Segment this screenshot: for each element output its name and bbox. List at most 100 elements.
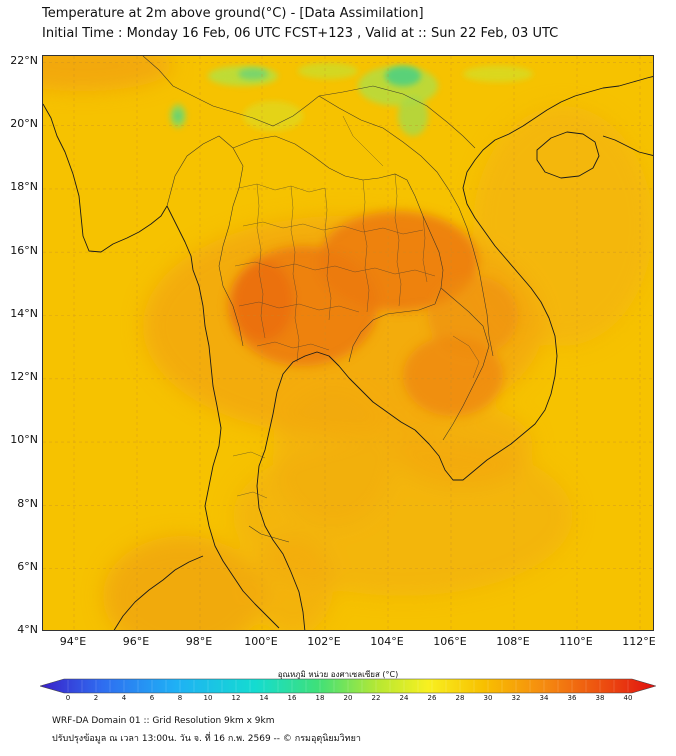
colorbar-tick-26: 26	[427, 694, 437, 702]
colorbar-tick-32: 32	[511, 694, 521, 702]
prov-line-3	[234, 261, 436, 277]
lat-tick-10: 10°N	[10, 433, 38, 446]
colorbar-tick-4: 4	[121, 694, 127, 702]
colorbar-tick-38: 38	[595, 694, 605, 702]
border-china-vietnam	[318, 85, 476, 149]
coast-myanmar-west	[43, 103, 168, 253]
graticule	[43, 56, 653, 630]
colorbar-tick-40: 40	[623, 694, 633, 702]
colorbar-label: อุณหภูมิ หน่วย องศาเซลเซียส (°C)	[277, 670, 399, 679]
colorbar-tick-16: 16	[287, 694, 297, 702]
temperature-map	[42, 55, 654, 631]
border-laos-vietnam	[318, 95, 494, 357]
cool-laos	[243, 101, 303, 131]
coast-hainan	[536, 131, 600, 179]
colorbar-tick-30: 30	[483, 694, 493, 702]
border-thai-malaysia	[248, 525, 290, 543]
border-myanmar-china	[142, 56, 320, 127]
colorbar-tick-36: 36	[567, 694, 577, 702]
colorbar-tick-10: 10	[203, 694, 213, 702]
coast-malay-east	[256, 413, 306, 630]
warm-malay	[253, 536, 333, 630]
colorbar-segment-lines	[67, 680, 629, 692]
lon-tick-110: 110°E	[559, 635, 593, 648]
lat-tick-4: 4°N	[17, 623, 38, 636]
colorbar-tick-14: 14	[259, 694, 269, 702]
prov-line-14	[232, 451, 266, 459]
prov-line-5	[256, 183, 266, 339]
warm-sw	[103, 536, 263, 630]
lon-tick-102: 102°E	[307, 635, 341, 648]
footer-model-info: WRF-DA Domain 01 :: Grid Resolution 9km …	[52, 716, 275, 726]
prov-line-2	[242, 221, 424, 235]
colorbar-tick-0: 0	[65, 694, 71, 702]
colorbar-tick-20: 20	[343, 694, 353, 702]
cold-peak-1	[385, 66, 421, 86]
cold-peak-layer	[174, 66, 421, 122]
lon-tick-96: 96°E	[122, 635, 150, 648]
warm-gulf	[273, 386, 393, 526]
prov-line-15	[236, 491, 268, 499]
cool-northeast	[463, 66, 533, 82]
cold-peak-3	[174, 110, 182, 122]
prov-line-10	[422, 215, 428, 283]
prov-line-9	[394, 173, 402, 307]
lat-tick-12: 12°N	[10, 370, 38, 383]
lat-tick-16: 16°N	[10, 244, 38, 257]
hot-cambodia	[403, 336, 503, 416]
prov-line-6	[290, 185, 300, 363]
lat-tick-22: 22°N	[10, 54, 38, 67]
prov-line-11	[256, 341, 330, 351]
colorbar-tick-24: 24	[399, 694, 409, 702]
colorbar	[40, 678, 656, 694]
border-cambodia-vietnam	[440, 287, 490, 441]
colorbar-tick-28: 28	[455, 694, 465, 702]
colorbar-tick-8: 8	[177, 694, 183, 702]
coastlines	[43, 76, 653, 630]
lat-tick-18: 18°N	[10, 180, 38, 193]
prov-line-7	[324, 187, 332, 321]
prov-line-13	[452, 335, 480, 379]
map-canvas	[43, 56, 653, 630]
lat-tick-14: 14°N	[10, 307, 38, 320]
lat-tick-6: 6°N	[17, 560, 38, 573]
coast-myanmar-gulf	[166, 205, 280, 629]
colorbar-tick-12: 12	[231, 694, 241, 702]
lon-tick-108: 108°E	[496, 635, 530, 648]
footer-update-info: ปรับปรุงข้อมูล ณ เวลา 13:00น. วัน จ. ที่…	[52, 734, 361, 744]
lon-tick-98: 98°E	[185, 635, 213, 648]
cold-peak-2	[238, 68, 268, 80]
cool-north-2	[298, 63, 358, 79]
province-borders	[232, 115, 480, 499]
border-thai-cambodia	[348, 303, 436, 363]
warm-se-cambodia-south	[393, 406, 533, 486]
lon-tick-106: 106°E	[433, 635, 467, 648]
prov-line-1	[238, 183, 326, 193]
colorbar-body	[40, 678, 656, 694]
prov-line-8	[362, 179, 370, 313]
border-thai-myanmar	[166, 135, 244, 347]
coast-cambodia-vietnam	[414, 76, 653, 481]
colorbar-tick-34: 34	[539, 694, 549, 702]
coast-sumatra	[113, 555, 204, 630]
chart-subtitle: Initial Time : Monday 16 Feb, 06 UTC FCS…	[42, 26, 559, 41]
borders	[142, 56, 494, 543]
cool-north-4	[398, 96, 428, 136]
colorbar-tick-22: 22	[371, 694, 381, 702]
prov-line-4	[238, 301, 360, 313]
warm-nw	[43, 56, 173, 91]
lon-tick-100: 100°E	[244, 635, 278, 648]
lat-tick-8: 8°N	[17, 497, 38, 510]
lon-tick-94: 94°E	[59, 635, 87, 648]
border-thai-laos	[232, 135, 444, 305]
prov-line-12	[342, 115, 384, 167]
coast-china-south	[602, 135, 653, 156]
coast-gulf-thailand	[272, 351, 416, 431]
colorbar-tick-2: 2	[93, 694, 99, 702]
lon-tick-104: 104°E	[370, 635, 404, 648]
chart-title: Temperature at 2m above ground(°C) - [Da…	[42, 6, 424, 21]
hot-west	[233, 261, 293, 341]
colorbar-tick-18: 18	[315, 694, 325, 702]
colorbar-tick-6: 6	[149, 694, 155, 702]
lon-tick-112: 112°E	[622, 635, 656, 648]
